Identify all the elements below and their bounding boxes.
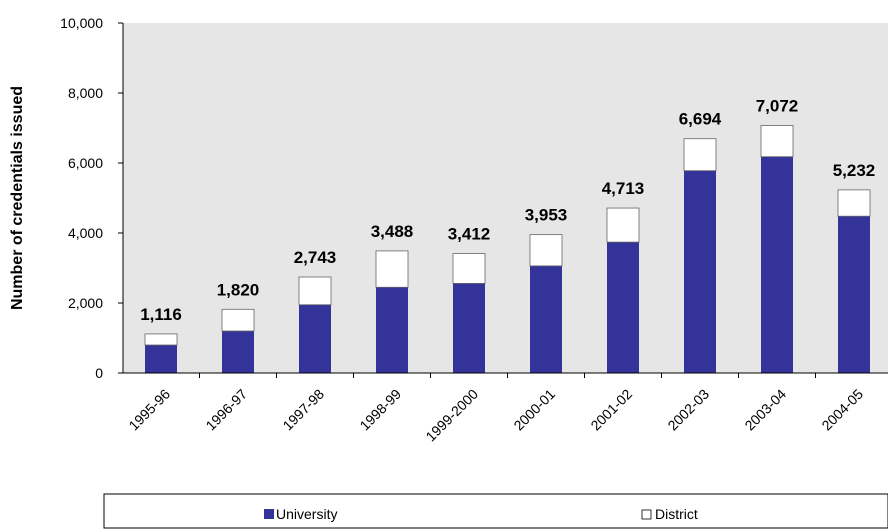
x-tick-label-1996-97: 1996-97 [202, 386, 250, 434]
legend-swatch-district [641, 509, 652, 520]
x-tick-label-1999-2000: 1999-2000 [422, 386, 481, 445]
bar-district-1995-96 [144, 333, 178, 346]
total-label-1997-98: 2,743 [294, 248, 337, 267]
bar-university-1998-99 [376, 287, 408, 373]
legend-box [103, 493, 888, 529]
bar-university-1995-96 [145, 345, 177, 373]
x-tick-label-1998-99: 1998-99 [356, 386, 404, 434]
bar-university-2002-03 [684, 170, 716, 373]
legend-swatch-university [264, 509, 274, 519]
y-tick-label-6,000: 6,000 [68, 155, 103, 171]
legend: University District [103, 493, 888, 529]
y-axis-label: Number of credentials issued [9, 86, 26, 310]
y-tick-label-0: 0 [95, 365, 103, 381]
x-tick-label-2003-04: 2003-04 [741, 386, 789, 434]
y-tick-label-10,000: 10,000 [60, 15, 103, 31]
bars-group [144, 125, 871, 373]
bar-university-2003-04 [761, 156, 793, 373]
total-label-2000-01: 3,953 [525, 206, 568, 225]
x-tick-label-1995-96: 1995-96 [125, 386, 173, 434]
total-label-2002-03: 6,694 [679, 110, 722, 129]
x-tick-label-2000-01: 2000-01 [510, 386, 558, 434]
bar-district-1996-97 [221, 308, 255, 332]
total-label-2004-05: 5,232 [833, 161, 876, 180]
y-tick-label-8,000: 8,000 [68, 85, 103, 101]
bar-district-2000-01 [529, 234, 563, 267]
legend-label-district: District [655, 506, 698, 522]
bar-district-2002-03 [683, 138, 717, 172]
bar-university-2001-02 [607, 242, 639, 373]
total-label-1999-2000: 3,412 [448, 225, 491, 244]
x-tick-label-1997-98: 1997-98 [279, 386, 327, 434]
x-ticks-group: 1995-96 1996-97 1997-98 1998-99 1999-2000 200… [125, 373, 866, 445]
x-tick-label-2001-02: 2001-02 [587, 386, 635, 434]
y-tick-label-4,000: 4,000 [68, 225, 103, 241]
bar-university-1996-97 [222, 331, 254, 373]
y-tick-label-2,000: 2,000 [68, 295, 103, 311]
bar-district-1999-2000 [452, 253, 486, 284]
y-ticks-group: 0 2,000 4,000 6,000 8,000 10,000 [60, 15, 123, 381]
bar-university-1997-98 [299, 304, 331, 373]
total-label-1998-99: 3,488 [371, 222, 414, 241]
x-tick-label-2004-05: 2004-05 [818, 386, 866, 434]
bar-university-2000-01 [530, 265, 562, 373]
bar-district-2004-05 [837, 189, 871, 217]
total-label-2001-02: 4,713 [602, 179, 645, 198]
total-label-1996-97: 1,820 [217, 280, 260, 299]
bar-district-1997-98 [298, 276, 332, 306]
x-tick-label-2002-03: 2002-03 [664, 386, 712, 434]
bar-district-2001-02 [606, 207, 640, 243]
bar-university-2004-05 [838, 216, 870, 373]
bar-district-2003-04 [760, 125, 794, 158]
bar-university-1999-2000 [453, 283, 485, 373]
bar-district-1998-99 [375, 250, 409, 288]
total-label-1995-96: 1,116 [140, 305, 182, 324]
total-labels-group: 1,116 1,820 2,743 3,488 3,412 3,953 4,713 6,694… [140, 96, 875, 323]
legend-label-university: University [276, 506, 337, 522]
total-label-2003-04: 7,072 [756, 96, 799, 115]
